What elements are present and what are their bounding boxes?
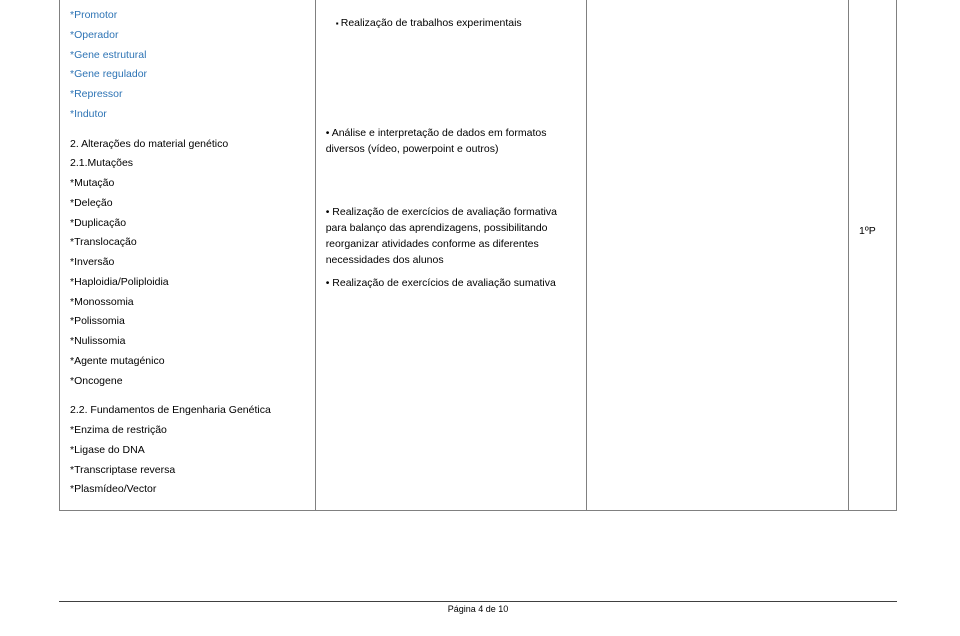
topic-item: *Promotor <box>70 8 305 24</box>
topic-item: *Nulissomia <box>70 334 305 350</box>
subsection-title: 2.2. Fundamentos de Engenharia Genética <box>70 403 305 419</box>
topic-item: *Mutação <box>70 176 305 192</box>
topic-item: *Polissomia <box>70 314 305 330</box>
activity-item: Realização de trabalhos experimentais <box>326 16 577 32</box>
activity-item: • Análise e interpretação de dados em fo… <box>326 126 577 158</box>
topic-item: *Enzima de restrição <box>70 423 305 439</box>
activity-item: • Realização de exercícios de avaliação … <box>326 205 577 268</box>
section-title: 2. Alterações do material genético <box>70 137 305 153</box>
topic-item: *Agente mutagénico <box>70 354 305 370</box>
period-value: 1ºP <box>859 224 876 240</box>
subsection-title: 2.1.Mutações <box>70 156 305 172</box>
topic-item: *Gene regulador <box>70 67 305 83</box>
topic-item: *Haploidia/Poliploidia <box>70 275 305 291</box>
page-footer: Página 4 de 10 <box>59 601 897 614</box>
column-activities: Realização de trabalhos experimentais • … <box>316 0 588 510</box>
column-empty <box>587 0 849 510</box>
topic-item: *Repressor <box>70 87 305 103</box>
topic-item: *Indutor <box>70 107 305 123</box>
topic-item: *Deleção <box>70 196 305 212</box>
column-period: 1ºP <box>849 0 897 510</box>
activity-item: • Realização de exercícios de avaliação … <box>326 276 577 292</box>
topic-item: *Monossomia <box>70 295 305 311</box>
topic-item: *Oncogene <box>70 374 305 390</box>
topic-item: *Operador <box>70 28 305 44</box>
topic-item: *Transcriptase reversa <box>70 463 305 479</box>
topic-item: *Duplicação <box>70 216 305 232</box>
topic-item: *Translocação <box>70 235 305 251</box>
topic-item: *Inversão <box>70 255 305 271</box>
table-bottom-border <box>59 510 897 511</box>
topic-item: *Plasmídeo/Vector <box>70 482 305 498</box>
topic-item: *Ligase do DNA <box>70 443 305 459</box>
topic-item: *Gene estrutural <box>70 48 305 64</box>
content-table: *Promotor *Operador *Gene estrutural *Ge… <box>59 0 897 510</box>
column-topics: *Promotor *Operador *Gene estrutural *Ge… <box>60 0 316 510</box>
